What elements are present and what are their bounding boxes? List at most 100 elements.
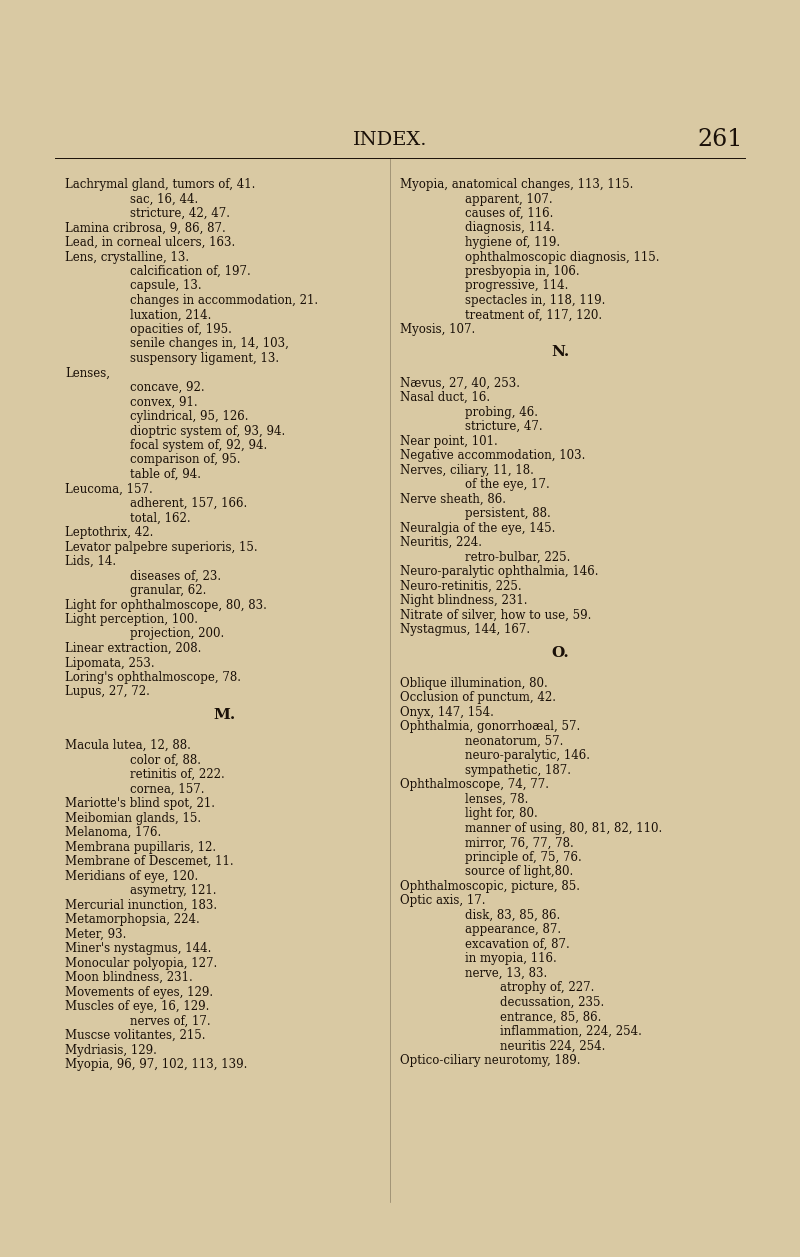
- Text: Moon blindness, 231.: Moon blindness, 231.: [65, 972, 193, 984]
- Text: asymetry, 121.: asymetry, 121.: [130, 884, 217, 897]
- Text: Melanoma, 176.: Melanoma, 176.: [65, 826, 162, 840]
- Text: Neuralgia of the eye, 145.: Neuralgia of the eye, 145.: [400, 522, 555, 534]
- Text: Neuro-retinitis, 225.: Neuro-retinitis, 225.: [400, 579, 522, 592]
- Text: Lids, 14.: Lids, 14.: [65, 556, 116, 568]
- Text: appearance, 87.: appearance, 87.: [465, 924, 561, 936]
- Text: adherent, 157, 166.: adherent, 157, 166.: [130, 497, 247, 510]
- Text: cornea, 157.: cornea, 157.: [130, 783, 205, 796]
- Text: Leptothrix, 42.: Leptothrix, 42.: [65, 525, 154, 539]
- Text: inflammation, 224, 254.: inflammation, 224, 254.: [500, 1024, 642, 1038]
- Text: calcification of, 197.: calcification of, 197.: [130, 265, 250, 278]
- Text: Ophthalmoscope, 74, 77.: Ophthalmoscope, 74, 77.: [400, 778, 549, 792]
- Text: principle of, 75, 76.: principle of, 75, 76.: [465, 851, 582, 864]
- Text: Macula lutea, 12, 88.: Macula lutea, 12, 88.: [65, 739, 191, 752]
- Text: Nerves, ciliary, 11, 18.: Nerves, ciliary, 11, 18.: [400, 464, 534, 476]
- Text: Muscles of eye, 16, 129.: Muscles of eye, 16, 129.: [65, 1001, 210, 1013]
- Text: 261: 261: [698, 128, 742, 152]
- Text: Myopia, 96, 97, 102, 113, 139.: Myopia, 96, 97, 102, 113, 139.: [65, 1058, 247, 1071]
- Text: hygiene of, 119.: hygiene of, 119.: [465, 236, 560, 249]
- Text: focal system of, 92, 94.: focal system of, 92, 94.: [130, 439, 267, 453]
- Text: neuritis 224, 254.: neuritis 224, 254.: [500, 1040, 606, 1052]
- Text: concave, 92.: concave, 92.: [130, 381, 205, 393]
- Text: opacities of, 195.: opacities of, 195.: [130, 323, 232, 336]
- Text: Leucoma, 157.: Leucoma, 157.: [65, 483, 153, 495]
- Text: Occlusion of punctum, 42.: Occlusion of punctum, 42.: [400, 691, 556, 704]
- Text: mirror, 76, 77, 78.: mirror, 76, 77, 78.: [465, 836, 574, 850]
- Text: diseases of, 23.: diseases of, 23.: [130, 569, 221, 582]
- Text: entrance, 85, 86.: entrance, 85, 86.: [500, 1011, 602, 1023]
- Text: diagnosis, 114.: diagnosis, 114.: [465, 221, 554, 235]
- Text: stricture, 42, 47.: stricture, 42, 47.: [130, 207, 230, 220]
- Text: Membrane of Descemet, 11.: Membrane of Descemet, 11.: [65, 855, 234, 869]
- Text: spectacles in, 118, 119.: spectacles in, 118, 119.: [465, 294, 606, 307]
- Text: source of light,80.: source of light,80.: [465, 865, 574, 879]
- Text: Mariotte's blind spot, 21.: Mariotte's blind spot, 21.: [65, 797, 215, 811]
- Text: nerves of, 17.: nerves of, 17.: [130, 1014, 210, 1028]
- Text: Nasal duct, 16.: Nasal duct, 16.: [400, 391, 490, 405]
- Text: Lenses,: Lenses,: [65, 367, 110, 380]
- Text: table of, 94.: table of, 94.: [130, 468, 201, 481]
- Text: Optico-ciliary neurotomy, 189.: Optico-ciliary neurotomy, 189.: [400, 1053, 581, 1067]
- Text: projection, 200.: projection, 200.: [130, 627, 224, 641]
- Text: presbyopia in, 106.: presbyopia in, 106.: [465, 265, 580, 278]
- Text: sympathetic, 187.: sympathetic, 187.: [465, 764, 571, 777]
- Text: suspensory ligament, 13.: suspensory ligament, 13.: [130, 352, 279, 365]
- Text: of the eye, 17.: of the eye, 17.: [465, 478, 550, 491]
- Text: Muscse volitantes, 215.: Muscse volitantes, 215.: [65, 1029, 206, 1042]
- Text: N.: N.: [551, 346, 569, 360]
- Text: Near point, 101.: Near point, 101.: [400, 435, 498, 447]
- Text: Miner's nystagmus, 144.: Miner's nystagmus, 144.: [65, 943, 211, 955]
- Text: total, 162.: total, 162.: [130, 512, 190, 524]
- Text: atrophy of, 227.: atrophy of, 227.: [500, 982, 594, 994]
- Text: stricture, 47.: stricture, 47.: [465, 420, 542, 434]
- Text: Ophthalmia, gonorrhoæal, 57.: Ophthalmia, gonorrhoæal, 57.: [400, 720, 580, 733]
- Text: granular, 62.: granular, 62.: [130, 585, 206, 597]
- Text: Nitrate of silver, how to use, 59.: Nitrate of silver, how to use, 59.: [400, 608, 591, 622]
- Text: cylindrical, 95, 126.: cylindrical, 95, 126.: [130, 410, 249, 424]
- Text: Monocular polyopia, 127.: Monocular polyopia, 127.: [65, 957, 218, 969]
- Text: Nerve sheath, 86.: Nerve sheath, 86.: [400, 493, 506, 505]
- Text: changes in accommodation, 21.: changes in accommodation, 21.: [130, 294, 318, 307]
- Text: Myosis, 107.: Myosis, 107.: [400, 323, 475, 336]
- Text: luxation, 214.: luxation, 214.: [130, 308, 211, 322]
- Text: Mydriasis, 129.: Mydriasis, 129.: [65, 1043, 157, 1057]
- Text: decussation, 235.: decussation, 235.: [500, 996, 604, 1009]
- Text: color of, 88.: color of, 88.: [130, 754, 201, 767]
- Text: Lamina cribrosa, 9, 86, 87.: Lamina cribrosa, 9, 86, 87.: [65, 221, 226, 235]
- Text: Lead, in corneal ulcers, 163.: Lead, in corneal ulcers, 163.: [65, 236, 235, 249]
- Text: sac, 16, 44.: sac, 16, 44.: [130, 192, 198, 205]
- Text: probing, 46.: probing, 46.: [465, 406, 538, 419]
- Text: Oblique illumination, 80.: Oblique illumination, 80.: [400, 676, 548, 690]
- Text: manner of using, 80, 81, 82, 110.: manner of using, 80, 81, 82, 110.: [465, 822, 662, 835]
- Text: Lupus, 27, 72.: Lupus, 27, 72.: [65, 685, 150, 699]
- Text: INDEX.: INDEX.: [353, 131, 427, 150]
- Text: convex, 91.: convex, 91.: [130, 396, 198, 409]
- Text: treatment of, 117, 120.: treatment of, 117, 120.: [465, 308, 602, 322]
- Text: disk, 83, 85, 86.: disk, 83, 85, 86.: [465, 909, 560, 921]
- Text: in myopia, 116.: in myopia, 116.: [465, 953, 557, 965]
- Text: M.: M.: [214, 708, 236, 722]
- Text: Nystagmus, 144, 167.: Nystagmus, 144, 167.: [400, 623, 530, 636]
- Text: lenses, 78.: lenses, 78.: [465, 793, 528, 806]
- Text: causes of, 116.: causes of, 116.: [465, 207, 554, 220]
- Text: dioptric system of, 93, 94.: dioptric system of, 93, 94.: [130, 425, 286, 437]
- Text: Membrana pupillaris, 12.: Membrana pupillaris, 12.: [65, 841, 216, 854]
- Text: Movements of eyes, 129.: Movements of eyes, 129.: [65, 985, 213, 998]
- Text: Levator palpebre superioris, 15.: Levator palpebre superioris, 15.: [65, 541, 258, 553]
- Text: Meibomian glands, 15.: Meibomian glands, 15.: [65, 812, 201, 825]
- Text: Lachrymal gland, tumors of, 41.: Lachrymal gland, tumors of, 41.: [65, 178, 255, 191]
- Text: persistent, 88.: persistent, 88.: [465, 507, 550, 520]
- Text: comparison of, 95.: comparison of, 95.: [130, 454, 241, 466]
- Text: neuro-paralytic, 146.: neuro-paralytic, 146.: [465, 749, 590, 762]
- Text: Neuritis, 224.: Neuritis, 224.: [400, 537, 482, 549]
- Text: retinitis of, 222.: retinitis of, 222.: [130, 768, 225, 781]
- Text: Onyx, 147, 154.: Onyx, 147, 154.: [400, 705, 494, 719]
- Text: excavation of, 87.: excavation of, 87.: [465, 938, 570, 950]
- Text: Optic axis, 17.: Optic axis, 17.: [400, 894, 486, 908]
- Text: O.: O.: [551, 646, 569, 660]
- Text: capsule, 13.: capsule, 13.: [130, 279, 202, 293]
- Text: Mercurial inunction, 183.: Mercurial inunction, 183.: [65, 899, 217, 911]
- Text: Lipomata, 253.: Lipomata, 253.: [65, 656, 154, 670]
- Text: apparent, 107.: apparent, 107.: [465, 192, 553, 205]
- Text: nerve, 13, 83.: nerve, 13, 83.: [465, 967, 547, 979]
